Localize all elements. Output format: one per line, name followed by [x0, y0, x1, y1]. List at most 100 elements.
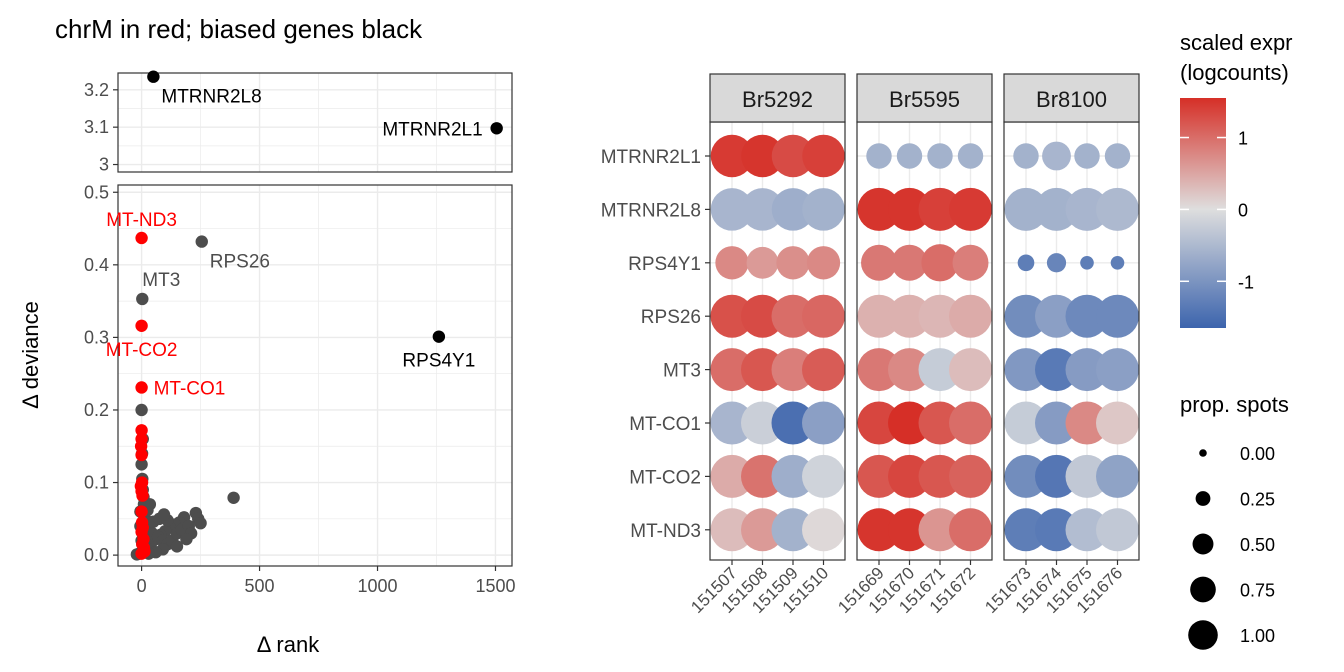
y-tick-label: 0.2 — [84, 400, 109, 420]
labeled-gene-point — [490, 122, 503, 135]
expression-dot — [857, 294, 901, 338]
panel-border — [117, 72, 513, 173]
gene-point — [227, 491, 240, 504]
expression-dot — [857, 401, 901, 445]
x-tick-label: 1000 — [357, 576, 397, 596]
y-tick-label: 3.2 — [84, 80, 109, 100]
facet-strip-label: Br5595 — [889, 87, 960, 112]
expression-dot — [741, 508, 784, 552]
expression-dot — [949, 401, 992, 445]
expression-dot — [741, 294, 784, 338]
x-tick-label: 1500 — [475, 576, 515, 596]
expression-dot — [857, 454, 901, 498]
expression-dot — [741, 134, 784, 178]
labeled-gene-point — [432, 330, 446, 343]
gene-label: MT-CO1 — [629, 414, 701, 435]
size-legend: 0.00 0.25 0.50 0.75 1.00 — [1188, 444, 1275, 650]
expression-dot — [802, 401, 845, 445]
expression-dot — [1035, 187, 1078, 231]
expression-dot — [710, 188, 754, 231]
expression-dot — [949, 187, 992, 231]
expression-dot — [896, 143, 923, 169]
labeled-gene-point — [135, 231, 148, 245]
expression-dot — [741, 348, 784, 392]
labeled-gene-point — [135, 381, 148, 394]
expression-dot — [771, 294, 815, 338]
expression-dot — [1065, 187, 1109, 231]
point-label: MTRNR2L8 — [161, 87, 261, 108]
expression-dot — [710, 508, 754, 552]
expression-dot — [1046, 253, 1067, 273]
expression-dot — [918, 401, 962, 445]
facet-strip-label: Br8100 — [1036, 87, 1107, 112]
y-tick-label: 0.1 — [84, 473, 109, 493]
expression-dot — [710, 401, 754, 445]
expression-dot — [1065, 454, 1109, 498]
panel-border — [117, 184, 513, 567]
scatter-y-axis-title: Δ deviance — [18, 301, 43, 409]
expression-dot — [771, 401, 815, 445]
expression-dot — [949, 348, 992, 392]
expression-dot — [1110, 256, 1125, 270]
size-legend-label: 0.25 — [1240, 490, 1275, 510]
expression-dot — [771, 188, 815, 231]
chrM-gene-point — [135, 424, 148, 437]
gene-label: MTRNR2L8 — [601, 200, 701, 221]
expression-dot — [806, 246, 841, 280]
gene-label: MT-CO2 — [629, 467, 701, 488]
gene-label: MT3 — [663, 361, 701, 382]
expression-dot — [857, 187, 901, 231]
color-bar-label: -1 — [1238, 272, 1254, 292]
point-label: RPS4Y1 — [402, 351, 475, 372]
expression-dot — [771, 134, 815, 178]
size-legend-label: 0.75 — [1240, 581, 1275, 601]
point-label: MT-CO2 — [106, 340, 178, 361]
expression-dot — [802, 134, 845, 178]
expression-dot — [802, 508, 845, 552]
expression-dot — [1065, 401, 1109, 445]
expression-dot — [1035, 348, 1078, 392]
x-tick-label: 500 — [245, 576, 275, 596]
expression-dot — [771, 454, 815, 498]
expression-dot — [1035, 401, 1078, 445]
facet-strip-label: Br5292 — [742, 87, 813, 112]
expression-dot — [957, 143, 984, 169]
point-label: MT3 — [142, 270, 180, 291]
expression-dot — [891, 244, 928, 281]
expression-dot — [776, 246, 810, 280]
expression-dot — [1035, 508, 1078, 552]
y-tick-label: 0.3 — [84, 327, 109, 347]
legend: scaled expr (logcounts) 1 0 -1 prop. spots… — [1180, 30, 1293, 650]
facet-strip — [856, 73, 993, 123]
expression-dot — [866, 143, 892, 169]
expression-dot — [1013, 143, 1039, 169]
point-label: MT-CO1 — [154, 378, 226, 399]
gene-point — [157, 508, 171, 521]
gene-point — [135, 458, 148, 471]
expression-dot — [888, 508, 931, 552]
expression-dot — [771, 348, 815, 392]
expression-dot — [1004, 187, 1048, 231]
expression-dot — [802, 348, 845, 392]
expression-dot — [1104, 143, 1131, 169]
expression-dot — [802, 294, 845, 338]
expression-dot — [746, 246, 779, 279]
expression-dot — [1096, 294, 1139, 338]
expression-dot — [918, 454, 962, 498]
gene-label: MT-ND3 — [630, 521, 701, 542]
expression-dot — [918, 508, 962, 552]
gene-label: RPS4Y1 — [628, 254, 701, 275]
expression-dot — [1004, 348, 1048, 392]
facet-strip — [709, 73, 846, 123]
expression-dot — [802, 188, 845, 231]
scatter-top-panel: 3 3.1 3.2 MTRNR2L8 MTRNR2L1 — [84, 70, 513, 175]
expression-dot — [1096, 187, 1139, 231]
point-label: MT-ND3 — [106, 210, 177, 231]
expression-dot — [715, 246, 749, 280]
expression-dot — [927, 143, 953, 169]
point-label: MTRNR2L1 — [382, 119, 482, 140]
expression-dot — [710, 294, 754, 338]
